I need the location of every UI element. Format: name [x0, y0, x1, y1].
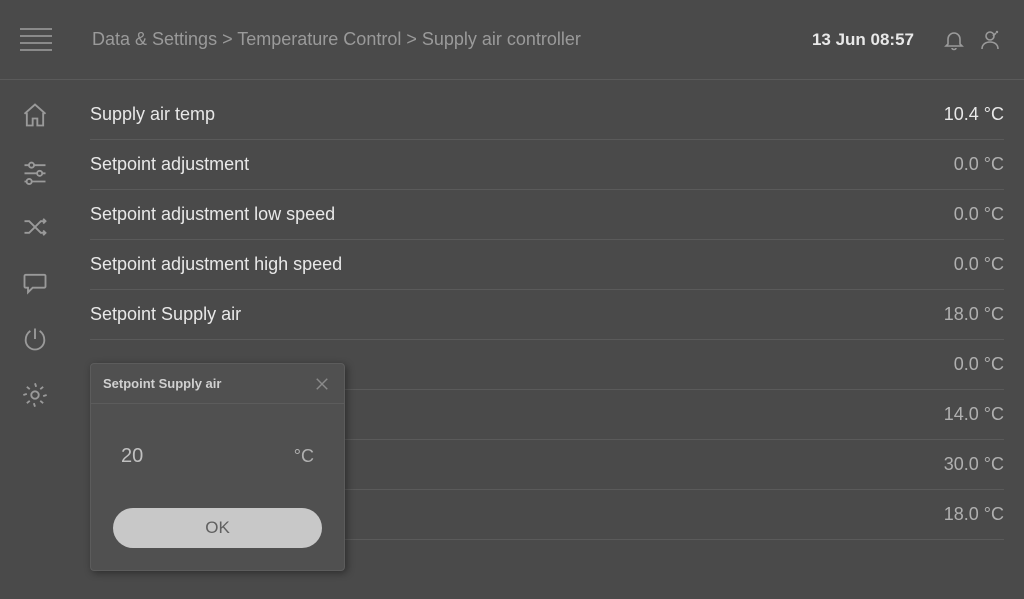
- close-icon[interactable]: [312, 374, 332, 394]
- speech-icon[interactable]: [18, 266, 52, 300]
- settings-row[interactable]: Supply air temp10.4 °C: [90, 90, 1004, 140]
- row-value: 14.0 °C: [944, 404, 1004, 425]
- settings-row[interactable]: Setpoint Supply air18.0 °C: [90, 290, 1004, 340]
- bell-icon[interactable]: [940, 26, 968, 54]
- row-label: Setpoint adjustment high speed: [90, 254, 954, 275]
- datetime: 13 Jun 08:57: [812, 30, 914, 50]
- row-value: 0.0 °C: [954, 204, 1004, 225]
- menu-toggle[interactable]: [20, 24, 52, 56]
- row-value: 30.0 °C: [944, 454, 1004, 475]
- row-value: 18.0 °C: [944, 304, 1004, 325]
- power-icon[interactable]: [18, 322, 52, 356]
- settings-row[interactable]: Setpoint adjustment high speed0.0 °C: [90, 240, 1004, 290]
- shuffle-icon[interactable]: [18, 210, 52, 244]
- row-label: Setpoint adjustment low speed: [90, 204, 954, 225]
- row-value: 0.0 °C: [954, 254, 1004, 275]
- sidebar: [0, 80, 70, 599]
- row-value: 10.4 °C: [944, 104, 1004, 125]
- popup-title: Setpoint Supply air: [103, 376, 312, 391]
- row-label: Setpoint Supply air: [90, 304, 944, 325]
- settings-row[interactable]: Setpoint adjustment0.0 °C: [90, 140, 1004, 190]
- row-value: 18.0 °C: [944, 504, 1004, 525]
- row-value: 0.0 °C: [954, 154, 1004, 175]
- user-icon[interactable]: [976, 26, 1004, 54]
- row-label: Supply air temp: [90, 104, 944, 125]
- breadcrumb[interactable]: Data & Settings > Temperature Control > …: [92, 29, 812, 50]
- setpoint-edit-popup: Setpoint Supply air 20 °C OK: [90, 363, 345, 571]
- home-icon[interactable]: [18, 98, 52, 132]
- popup-value-input[interactable]: 20: [121, 445, 143, 468]
- ok-button[interactable]: OK: [113, 508, 322, 548]
- popup-unit: °C: [294, 446, 314, 467]
- gear-icon[interactable]: [18, 378, 52, 412]
- row-value: 0.0 °C: [954, 354, 1004, 375]
- sliders-icon[interactable]: [18, 154, 52, 188]
- settings-row[interactable]: Setpoint adjustment low speed0.0 °C: [90, 190, 1004, 240]
- row-label: Setpoint adjustment: [90, 154, 954, 175]
